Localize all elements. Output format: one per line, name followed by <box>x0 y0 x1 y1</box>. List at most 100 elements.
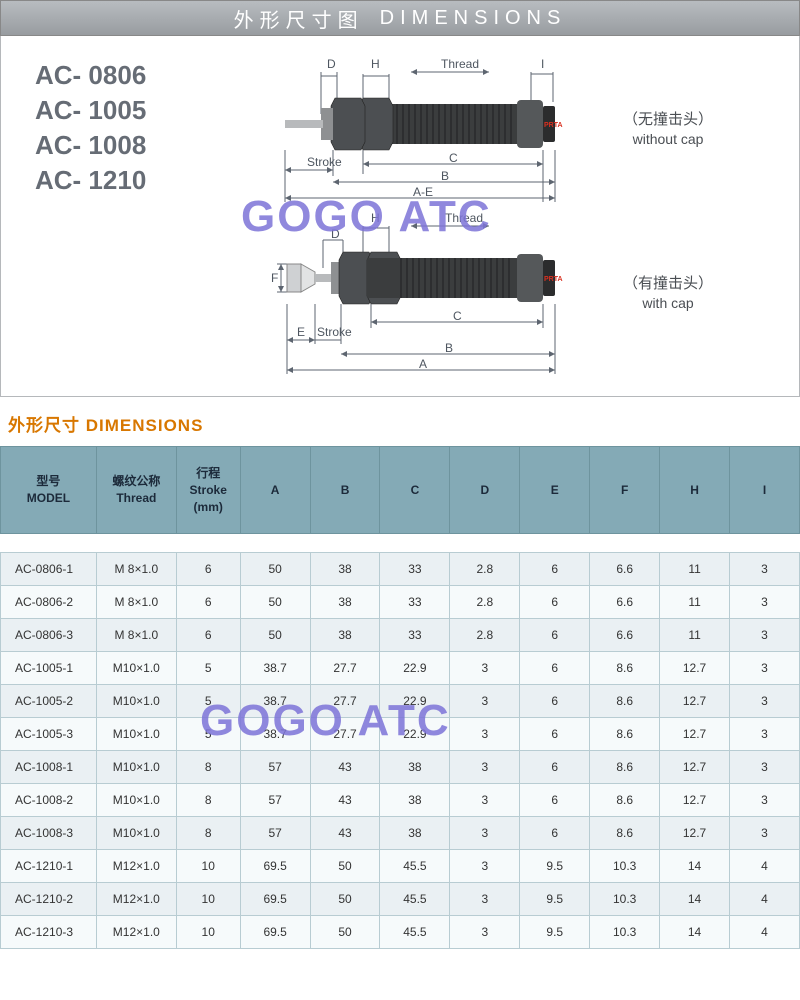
table-cell: 38.7 <box>240 652 310 685</box>
table-cell: 27.7 <box>310 685 380 718</box>
table-cell: 45.5 <box>380 883 450 916</box>
table-cell: 2.8 <box>450 619 520 652</box>
svg-text:B: B <box>445 341 453 355</box>
table-cell: 6 <box>520 718 590 751</box>
table-cell: 12.7 <box>660 718 730 751</box>
table-cell: 6 <box>520 553 590 586</box>
diagram-box: AC- 0806 AC- 1005 AC- 1008 AC- 1210 GOGO… <box>0 36 800 397</box>
table-cell: 10.3 <box>590 850 660 883</box>
header-bar: 外形尺寸图 DIMENSIONS <box>0 0 800 36</box>
svg-text:PRTA: PRTA <box>544 276 563 283</box>
table-row: AC-0806-3M 8×1.065038332.866.6113 <box>1 619 800 652</box>
table-cell: 69.5 <box>240 916 310 949</box>
svg-text:E: E <box>297 325 305 339</box>
table-cell: 3 <box>730 718 800 751</box>
table-cell: AC-1005-3 <box>1 718 97 751</box>
table-cell: 27.7 <box>310 718 380 751</box>
table-cell: 50 <box>240 619 310 652</box>
table-cell: AC-1008-1 <box>1 751 97 784</box>
svg-text:A-E: A-E <box>413 185 433 199</box>
table-cell: 12.7 <box>660 784 730 817</box>
table-cell: 6 <box>176 586 240 619</box>
table-cell: 38.7 <box>240 685 310 718</box>
table-cell: 3 <box>730 652 800 685</box>
table-cell: 8.6 <box>590 652 660 685</box>
table-cell: 33 <box>380 553 450 586</box>
table-header-cell: 螺纹公称Thread <box>96 447 176 534</box>
table-cell: 6 <box>520 652 590 685</box>
table-cell: M10×1.0 <box>96 685 176 718</box>
table-cell: 38 <box>310 553 380 586</box>
table-cell: AC-1210-2 <box>1 883 97 916</box>
table-header-cell: 型号MODEL <box>1 447 97 534</box>
table-cell: M 8×1.0 <box>96 619 176 652</box>
table-cell: 57 <box>240 817 310 850</box>
table-cell: 3 <box>730 586 800 619</box>
table-cell: 6 <box>176 553 240 586</box>
table-cell: 8 <box>176 817 240 850</box>
table-cell: 8.6 <box>590 751 660 784</box>
table-cell: 8.6 <box>590 718 660 751</box>
table-cell: 8.6 <box>590 685 660 718</box>
table-row: AC-1210-3M12×1.01069.55045.539.510.3144 <box>1 916 800 949</box>
variant-label-without-cap: （无撞击头） without cap <box>623 110 713 148</box>
table-row: AC-1008-1M10×1.08574338368.612.73 <box>1 751 800 784</box>
table-body: AC-0806-1M 8×1.065038332.866.6113AC-0806… <box>1 534 800 949</box>
table-cell: 10 <box>176 850 240 883</box>
svg-text:I: I <box>541 57 544 71</box>
table-header-cell: E <box>520 447 590 534</box>
table-cell: M 8×1.0 <box>96 586 176 619</box>
svg-text:C: C <box>453 309 462 323</box>
table-cell: AC-1210-1 <box>1 850 97 883</box>
svg-text:Stroke: Stroke <box>317 325 352 339</box>
table-cell: 45.5 <box>380 850 450 883</box>
table-cell: 3 <box>730 619 800 652</box>
table-header-cell: C <box>380 447 450 534</box>
table-cell: 4 <box>730 916 800 949</box>
table-header-cell: H <box>660 447 730 534</box>
table-cell: 38 <box>380 817 450 850</box>
table-cell: 8.6 <box>590 817 660 850</box>
table-cell: AC-0806-1 <box>1 553 97 586</box>
table-cell: 3 <box>450 751 520 784</box>
model-entry: AC- 1005 <box>35 93 146 128</box>
dimensions-table-wrap: GOGO ATC 型号MODEL螺纹公称Thread行程Stroke(mm)AB… <box>0 446 800 949</box>
table-cell: 5 <box>176 652 240 685</box>
table-cell: 38.7 <box>240 718 310 751</box>
table-title-cn: 外形尺寸 <box>8 416 80 435</box>
table-cell: 5 <box>176 685 240 718</box>
table-header-cell: B <box>310 447 380 534</box>
table-row: AC-0806-2M 8×1.065038332.866.6113 <box>1 586 800 619</box>
table-cell: 14 <box>660 850 730 883</box>
table-cell: 6.6 <box>590 553 660 586</box>
svg-text:H: H <box>371 211 380 225</box>
table-header-cell: 行程Stroke(mm) <box>176 447 240 534</box>
model-entry: AC- 1210 <box>35 163 146 198</box>
svg-text:H: H <box>371 57 380 71</box>
table-cell: M12×1.0 <box>96 850 176 883</box>
svg-text:C: C <box>449 151 458 165</box>
table-row: AC-0806-1M 8×1.065038332.866.6113 <box>1 553 800 586</box>
table-cell: 11 <box>660 553 730 586</box>
table-cell: 27.7 <box>310 652 380 685</box>
table-cell: 2.8 <box>450 586 520 619</box>
table-cell: 11 <box>660 586 730 619</box>
table-cell: 50 <box>240 586 310 619</box>
table-row: AC-1210-2M12×1.01069.55045.539.510.3144 <box>1 883 800 916</box>
table-cell: 3 <box>730 685 800 718</box>
table-cell: 33 <box>380 586 450 619</box>
table-cell: 3 <box>730 553 800 586</box>
table-cell: 4 <box>730 883 800 916</box>
table-cell: 6 <box>176 619 240 652</box>
variant-cn: （有撞击头） <box>623 274 713 294</box>
table-cell: 14 <box>660 916 730 949</box>
table-cell: 8 <box>176 751 240 784</box>
table-cell: AC-1008-2 <box>1 784 97 817</box>
absorber-drawing-2: H D Thread F <box>271 208 611 378</box>
table-cell: AC-1008-3 <box>1 817 97 850</box>
table-cell: 6.6 <box>590 619 660 652</box>
table-cell: 38 <box>310 619 380 652</box>
variant-en: without cap <box>623 130 713 148</box>
table-cell: 50 <box>310 916 380 949</box>
table-header: 型号MODEL螺纹公称Thread行程Stroke(mm)ABCDEFHI <box>1 447 800 534</box>
